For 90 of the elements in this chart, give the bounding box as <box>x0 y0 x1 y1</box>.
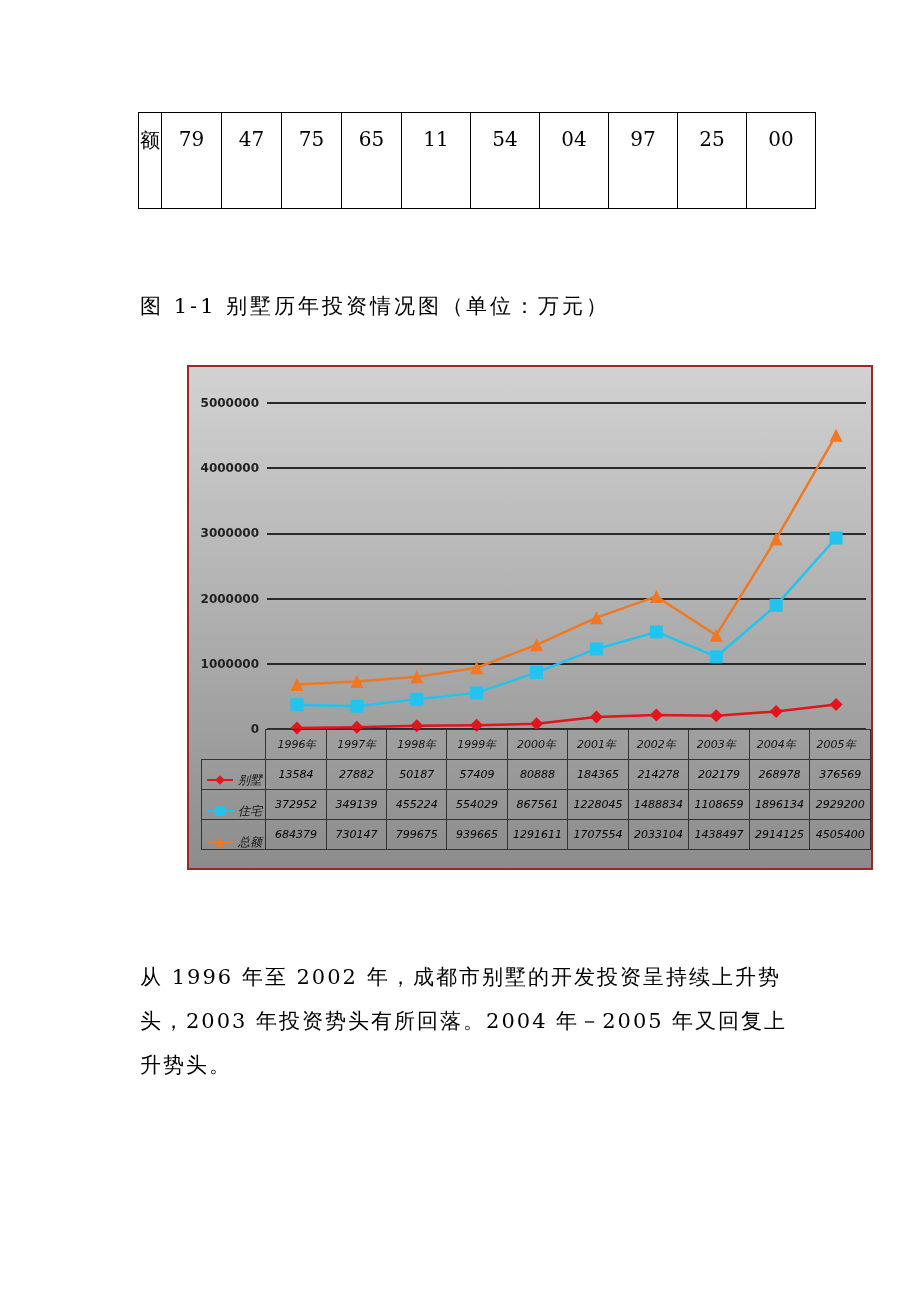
data-label: 80888 <box>507 759 568 790</box>
data-label: 1438497 <box>688 819 750 850</box>
point <box>470 686 484 700</box>
data-label: 1228045 <box>567 789 629 820</box>
point <box>410 670 424 684</box>
data-label: 4505400 <box>809 819 871 850</box>
data-label: 214278 <box>628 759 689 790</box>
point <box>530 665 544 679</box>
point <box>709 628 723 642</box>
text: 11 <box>401 112 471 209</box>
point <box>530 717 544 731</box>
y-tick-label: 1000000 <box>200 656 259 671</box>
data-label: 1488834 <box>628 789 689 820</box>
x-tick-label: 2003年 <box>696 738 737 751</box>
data-label: 455224 <box>386 789 447 820</box>
data-label: 554029 <box>446 789 508 820</box>
data-label: 202179 <box>688 759 750 790</box>
text: 额 <box>138 112 162 209</box>
point <box>589 710 603 724</box>
data-label: 184365 <box>567 759 629 790</box>
chart-title: 图 1-1 别墅历年投资情况图（单位：万元） <box>140 293 611 320</box>
text: 04 <box>539 112 609 209</box>
data-label: 730147 <box>326 819 387 850</box>
data-label: 268978 <box>749 759 810 790</box>
point <box>709 650 723 664</box>
text: 97 <box>608 112 678 209</box>
data-label: 2033104 <box>628 819 689 850</box>
x-tick-label: 2000年 <box>517 738 558 751</box>
data-label: 1108659 <box>688 789 750 820</box>
y-tick-label: 0 <box>250 722 259 736</box>
point <box>350 674 364 688</box>
x-tick-label: 1998年 <box>397 738 438 751</box>
data-label: 349139 <box>326 789 387 820</box>
point <box>829 531 843 545</box>
data-label: 13584 <box>265 759 327 790</box>
y-tick-label: 3000000 <box>200 526 259 541</box>
point <box>470 661 484 675</box>
x-tick-label: 2005年 <box>816 738 857 751</box>
legend-label: 总额 <box>237 835 264 849</box>
data-label: 57409 <box>446 759 508 790</box>
point <box>470 718 484 732</box>
data-label: 1707554 <box>567 819 629 850</box>
legend-label: 住宅 <box>238 804 264 818</box>
point <box>709 709 723 723</box>
y-tick-label: 2000000 <box>200 591 259 606</box>
data-label: 50187 <box>386 759 447 790</box>
data-label: 939665 <box>446 819 508 850</box>
point <box>350 699 364 713</box>
point <box>410 692 424 706</box>
x-tick-label: 1996年 <box>277 738 318 751</box>
data-label: 867561 <box>507 789 568 820</box>
point <box>649 708 663 722</box>
legend-label: 别墅 <box>238 773 264 787</box>
point <box>589 611 603 625</box>
y-tick-label: 4000000 <box>200 461 259 476</box>
text: 65 <box>341 112 402 209</box>
data-label: 1896134 <box>749 789 810 820</box>
point <box>829 697 843 711</box>
data-label: 27882 <box>326 759 387 790</box>
y-tick-label: 5000000 <box>200 396 259 410</box>
point <box>769 704 783 718</box>
point <box>530 638 544 652</box>
point <box>649 589 663 603</box>
text: 47 <box>221 112 282 209</box>
text: 00 <box>746 112 816 209</box>
x-tick-label: 2001年 <box>576 738 617 751</box>
data-label: 1291611 <box>507 819 568 850</box>
text: 25 <box>677 112 747 209</box>
data-label: 376569 <box>809 759 871 790</box>
data-label: 2929200 <box>809 789 871 820</box>
data-label: 799675 <box>386 819 447 850</box>
point <box>589 642 603 656</box>
point <box>829 428 843 442</box>
text: 54 <box>470 112 540 209</box>
x-tick-label: 2004年 <box>756 738 797 751</box>
point <box>769 532 783 546</box>
point <box>290 677 304 691</box>
data-label: 2914125 <box>749 819 810 850</box>
data-label: 372952 <box>265 789 327 820</box>
x-tick-label: 1997年 <box>337 738 378 751</box>
x-tick-label: 1999年 <box>457 738 498 751</box>
x-tick-label: 2002年 <box>636 738 677 751</box>
point <box>649 625 663 639</box>
point <box>290 698 304 712</box>
text: 75 <box>281 112 342 209</box>
point <box>410 719 424 733</box>
text: 79 <box>161 112 222 209</box>
data-label: 684379 <box>265 819 327 850</box>
text: 从 1996 年至 2002 年，成都市别墅的开发投资呈持续上升势头，2003 年投资势头有所回落。2004 年－2005 年又回复上升势头。 <box>140 964 789 1079</box>
point <box>769 598 783 612</box>
